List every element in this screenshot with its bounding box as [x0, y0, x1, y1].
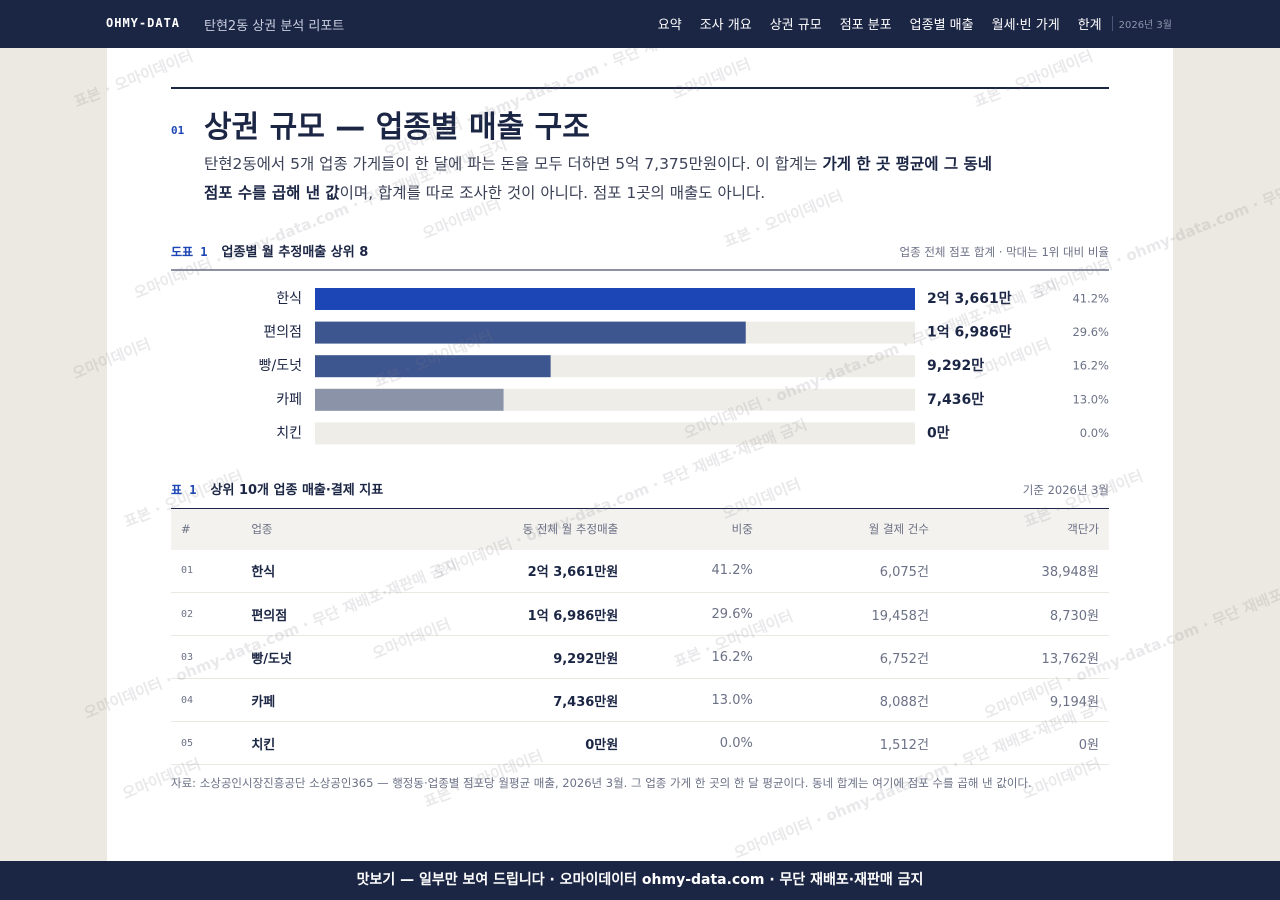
table-cell: 0만원 [374, 721, 629, 765]
table-cell: 6,752건 [762, 635, 939, 679]
bar [315, 388, 504, 411]
nav-menu: 요약 조사 개요 상권 규모 점포 분포 업종별 매출 월세·빈 가게 한계 2026년 3월 [640, 14, 1172, 33]
section-title: 상권 규모 — 업종별 매출 구조 [204, 110, 590, 145]
chart-caption: 도표 1 업종별 월 추정매출 상위 8 업종 전체 점포 합계 · 막대는 1… [171, 241, 1109, 260]
nav-item[interactable]: 조사 개요 [699, 18, 752, 33]
lead-text: 탄현2동에서 5개 업종 가게들이 한 달에 파는 돈을 모두 더하면 5억 7… [204, 155, 823, 173]
column-header: 비중 [628, 508, 763, 550]
column-header: # [171, 508, 242, 550]
column-header: 업종 [241, 508, 375, 550]
value-label: 1억 6,986만 [927, 325, 1012, 341]
table-cell: 빵/도넛 [241, 635, 375, 679]
category-label: 카페 [276, 392, 302, 408]
table-cell: 05 [171, 721, 242, 765]
share-label: 41.2% [1072, 292, 1109, 306]
column-header: 객단가 [938, 508, 1109, 550]
table-cell: 02 [171, 592, 242, 636]
chart-note: 업종 전체 점포 합계 · 막대는 1위 대비 비율 [899, 245, 1110, 259]
table-cell: 03 [171, 635, 242, 679]
report-title: 탄현2동 상권 분석 리포트 [204, 19, 345, 34]
source-note: 자료: 소상공인시장진흥공단 소상공인365 — 행정동·업종별 점포당 월평균… [171, 776, 1032, 790]
bar [315, 288, 915, 310]
chart-label: 도표 1 [171, 245, 208, 259]
value-label: 0만 [927, 425, 950, 441]
table-cell: 1,512건 [762, 721, 939, 765]
nav-item[interactable]: 요약 [657, 18, 682, 33]
nav-item[interactable]: 점포 분포 [839, 18, 892, 33]
table-cell: 04 [171, 678, 242, 722]
brand[interactable]: OHMY-DATA [106, 16, 181, 30]
table-cell: 16.2% [628, 635, 763, 679]
table-cell: 41.2% [628, 549, 763, 593]
table-row: 05 치킨 0만원 0.0% 1,512건 0원 [171, 721, 1109, 765]
nav-item[interactable]: 월세·빈 가게 [991, 18, 1060, 33]
column-header: 동 전체 월 추정매출 [374, 508, 629, 550]
table-label: 표 1 [171, 483, 197, 497]
table-cell: 한식 [241, 549, 375, 593]
table-caption: 표 1 상위 10개 업종 매출·결제 지표 기준 2026년 3월 [171, 479, 1109, 498]
nav-item[interactable]: 한계 [1077, 18, 1102, 33]
bar [315, 355, 551, 378]
chart-title: 업종별 월 추정매출 상위 8 [221, 245, 369, 260]
table-cell: 8,730원 [938, 592, 1109, 636]
bar [315, 321, 746, 344]
nav-item[interactable]: 상권 규모 [769, 18, 822, 33]
column-header: 월 결제 건수 [762, 508, 939, 550]
table-cell: 8,088건 [762, 678, 939, 722]
table-cell: 13,762원 [938, 635, 1109, 679]
category-label: 빵/도넛 [259, 358, 302, 374]
table-row: 02 편의점 1억 6,986만원 29.6% 19,458건 8,730원 [171, 592, 1109, 636]
share-label: 29.6% [1072, 325, 1109, 339]
table-cell: 2억 3,661만원 [374, 549, 629, 593]
section-rule [171, 87, 1109, 89]
table-cell: 01 [171, 549, 242, 593]
table-cell: 치킨 [241, 721, 375, 765]
table-cell: 7,436만원 [374, 678, 629, 722]
table-cell: 6,075건 [762, 549, 939, 593]
bar-track [315, 422, 915, 445]
footer-banner: 맛보기 — 일부만 보여 드립니다 · 오마이데이터 ohmy-data.com… [0, 861, 1280, 900]
category-label: 편의점 [263, 325, 302, 341]
section-number: 01 [171, 124, 185, 137]
bar-chart: 한식 2억 3,661만 41.2% 편의점 1억 6,986만 29.6% 빵/도넛 9,2… [171, 269, 1109, 445]
report-card: 01 상권 규모 — 업종별 매출 구조 탄현2동에서 5개 업종 가게들이 한… [107, 48, 1173, 861]
table-cell: 38,948원 [938, 549, 1109, 593]
table-cell: 9,292만원 [374, 635, 629, 679]
table-cell: 29.6% [628, 592, 763, 636]
category-label: 치킨 [276, 425, 302, 441]
share-label: 16.2% [1072, 359, 1109, 373]
table-cell: 0.0% [628, 721, 763, 765]
table-cell: 1억 6,986만원 [374, 592, 629, 636]
value-label: 7,436만 [927, 392, 984, 408]
nav-date: 2026년 3월 [1111, 16, 1172, 31]
table-row: 04 카페 7,436만원 13.0% 8,088건 9,194원 [171, 678, 1109, 722]
nav-item[interactable]: 업종별 매출 [909, 18, 974, 33]
table-cell: 13.0% [628, 678, 763, 722]
metrics-table: # 업종 동 전체 월 추정매출 비중 월 결제 건수 객단가 01 한식 2억 3,661만원… [171, 508, 1109, 765]
table-cell: 9,194원 [938, 678, 1109, 722]
table-cell: 19,458건 [762, 592, 939, 636]
value-label: 9,292만 [927, 358, 984, 374]
table-note: 기준 2026년 3월 [1022, 483, 1109, 497]
table-row: 01 한식 2억 3,661만원 41.2% 6,075건 38,948원 [171, 549, 1109, 593]
lead-text: 이며, 합계를 따로 조사한 것이 아니다. 점포 1곳의 매출도 아니다. [339, 184, 766, 202]
table-cell: 편의점 [241, 592, 375, 636]
value-label: 2억 3,661만 [927, 291, 1012, 307]
share-label: 0.0% [1080, 426, 1109, 440]
table-cell: 0원 [938, 721, 1109, 765]
lead-emphasis: 가게 한 곳 평균에 그 동네 점포 수를 곱해 낸 값 [204, 155, 993, 202]
lead-paragraph: 탄현2동에서 5개 업종 가게들이 한 달에 파는 돈을 모두 더하면 5억 7… [204, 150, 1004, 208]
category-label: 한식 [276, 291, 302, 307]
table-row: 03 빵/도넛 9,292만원 16.2% 6,752건 13,762원 [171, 635, 1109, 679]
table-cell: 카페 [241, 678, 375, 722]
table-title: 상위 10개 업종 매출·결제 지표 [210, 483, 384, 498]
top-nav: OHMY-DATA 탄현2동 상권 분석 리포트 요약 조사 개요 상권 규모 점포 … [0, 0, 1280, 48]
share-label: 13.0% [1072, 392, 1109, 406]
